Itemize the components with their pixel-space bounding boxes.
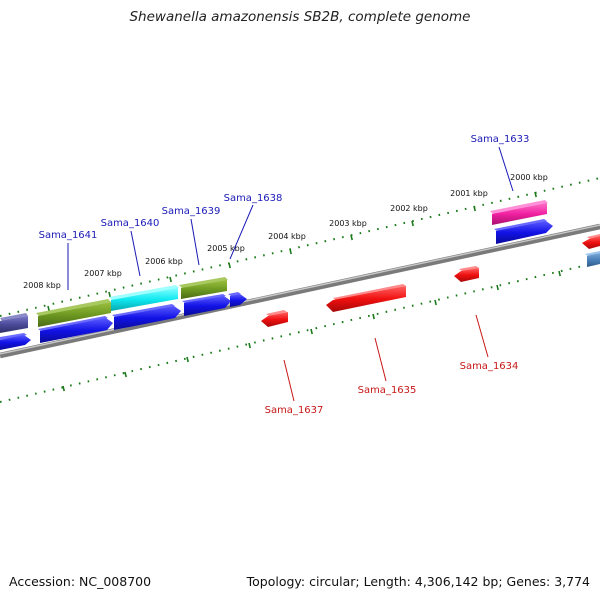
- cog-bar-steel-edge[interactable]: [585, 251, 600, 267]
- gene-arrow-forward[interactable]: [0, 333, 31, 350]
- inner-scale-ticks: [62, 270, 561, 392]
- kbp-label: 2006 kbp: [145, 257, 183, 266]
- gene-label-sama-1633[interactable]: Sama_1633: [471, 134, 530, 145]
- cog-bar-olive-sama-1639[interactable]: [179, 277, 228, 299]
- gene-arrow-sama-1638[interactable]: [228, 292, 247, 307]
- gene-label-sama-1640[interactable]: Sama_1640: [101, 218, 160, 229]
- gene-label-sama-1635[interactable]: Sama_1635: [358, 385, 417, 396]
- cog-bar-cyan-sama-1640[interactable]: [109, 285, 179, 311]
- gene-arrow-sama-1635[interactable]: [326, 284, 406, 312]
- gene-arrow-sama-1637[interactable]: [261, 310, 288, 327]
- reverse-gene-track: [261, 234, 600, 327]
- kbp-label: 2003 kbp: [329, 219, 367, 228]
- gene-arrow-sama-1633[interactable]: [494, 219, 553, 244]
- accession-label: Accession: NC_008700: [9, 574, 152, 589]
- gene-arrow-reverse-edge[interactable]: [582, 234, 600, 249]
- forward-leader-lines: [67, 146, 514, 290]
- cog-bar-olive-sama-1641[interactable]: [36, 299, 111, 327]
- kbp-label: 2000 kbp: [510, 173, 548, 182]
- genome-backbone: [0, 223, 600, 359]
- kbp-label: 2004 kbp: [268, 232, 306, 241]
- gene-arrow-sama-1639[interactable]: [182, 294, 231, 316]
- cog-bar-purple[interactable]: [0, 313, 28, 333]
- cog-bar-pink-sama-1633[interactable]: [490, 200, 548, 225]
- gene-arrow-sama-1640[interactable]: [112, 304, 181, 330]
- kbp-label: 2007 kbp: [84, 269, 122, 278]
- genome-summary: Topology: circular; Length: 4,306,142 bp…: [246, 574, 590, 589]
- gene-label-sama-1634[interactable]: Sama_1634: [460, 361, 519, 372]
- gene-label-sama-1641[interactable]: Sama_1641: [39, 230, 98, 241]
- gene-arrow-sama-1641[interactable]: [38, 316, 113, 343]
- kbp-label: 2001 kbp: [450, 189, 488, 198]
- forward-gene-track: [0, 219, 553, 350]
- gene-label-sama-1639[interactable]: Sama_1639: [162, 206, 221, 217]
- inner-scale-dots: [0, 261, 600, 403]
- genome-title: Shewanella amazonensis SB2B, complete ge…: [129, 9, 471, 25]
- gene-arrow-sama-1634[interactable]: [454, 266, 479, 282]
- cog-category-track: [0, 200, 548, 333]
- gene-label-sama-1637[interactable]: Sama_1637: [265, 405, 324, 416]
- kbp-label: 2008 kbp: [23, 281, 61, 290]
- reverse-leader-lines: [283, 314, 489, 402]
- outer-scale-dots: [0, 177, 600, 317]
- gene-label-sama-1638[interactable]: Sama_1638: [224, 193, 283, 204]
- kbp-label: 2005 kbp: [207, 244, 245, 253]
- outer-scale-ticks: [47, 191, 537, 312]
- kbp-label: 2002 kbp: [390, 204, 428, 213]
